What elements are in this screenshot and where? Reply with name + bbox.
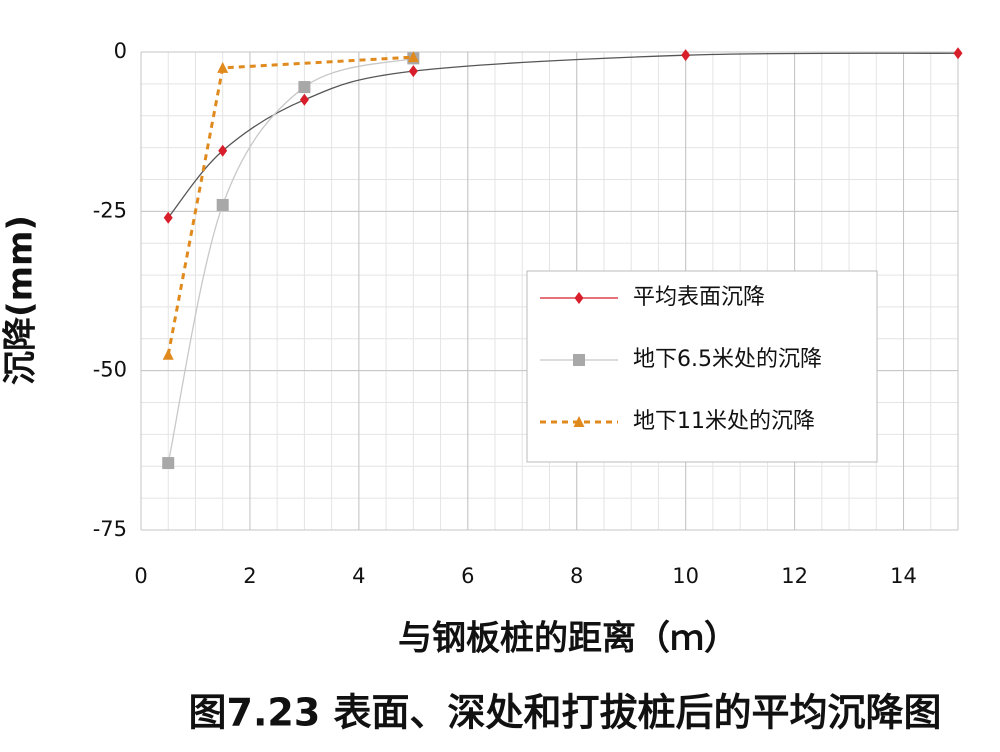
marker (299, 93, 309, 106)
marker (218, 144, 228, 157)
marker (573, 416, 585, 427)
marker (408, 65, 418, 78)
legend-label: 地下6.5米处的沉降 (633, 347, 822, 372)
x-tick-label: 12 (781, 564, 808, 588)
y-tick-label: -25 (93, 198, 127, 222)
marker (162, 457, 175, 470)
x-tick-label: 4 (352, 564, 365, 588)
y-tick-label: 0 (114, 39, 127, 63)
marker (217, 61, 229, 73)
marker (681, 49, 691, 62)
caption: 图7.23 表面、深处和打拔桩后的平均沉降图 (189, 691, 942, 735)
x-tick-label: 10 (672, 564, 699, 588)
x-axis-label: 与钢板桩的距离（ｍ） (398, 619, 738, 659)
marker (574, 292, 584, 304)
legend-label: 平均表面沉降 (633, 285, 765, 310)
marker (573, 354, 585, 366)
legend-label: 地下11米处的沉降 (633, 409, 815, 434)
marker (163, 211, 173, 224)
y-tick-label: -50 (93, 358, 127, 382)
y-tick-label: -75 (93, 517, 127, 541)
x-tick-label: 2 (243, 564, 256, 588)
marker (407, 51, 419, 63)
x-tick-label: 8 (570, 564, 583, 588)
marker (216, 198, 229, 211)
y-axis-label: 沉降(mm) (1, 215, 41, 385)
series-line (167, 57, 414, 464)
marker (298, 81, 311, 94)
x-tick-label: 6 (461, 564, 474, 588)
marker (162, 348, 174, 360)
marker (953, 47, 963, 60)
x-tick-label: 14 (890, 564, 917, 588)
legend-box (526, 270, 878, 463)
x-tick-label: 0 (134, 564, 147, 588)
